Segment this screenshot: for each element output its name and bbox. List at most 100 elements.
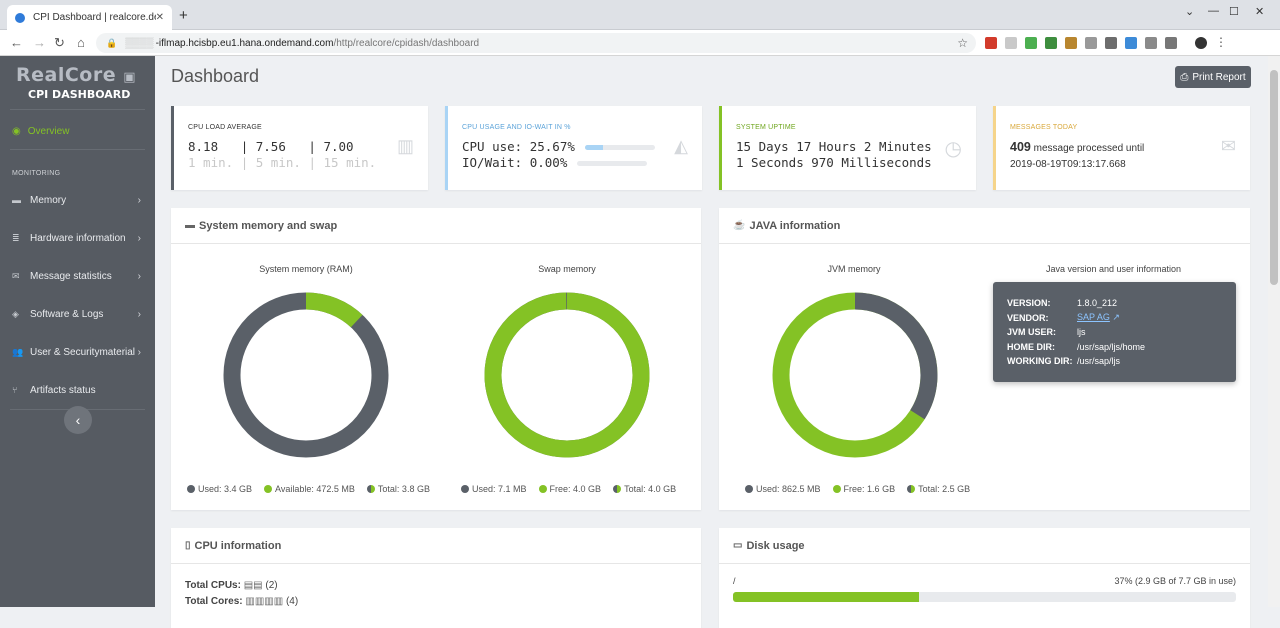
legend-label: Used: 7.1 MB xyxy=(472,484,527,494)
reload-icon[interactable]: ↻ xyxy=(54,35,65,50)
jvm-legend: Used: 862.5 MB Free: 1.6 GB Total: 2.5 G… xyxy=(745,484,970,494)
legend-item[interactable]: Total: 2.5 GB xyxy=(907,484,970,494)
scrollbar[interactable] xyxy=(1268,56,1280,607)
cpu-usage-card: CPU USAGE AND IO-WAIT IN % CPU use: 25.6… xyxy=(445,106,702,190)
legend-item[interactable]: Free: 4.0 GB xyxy=(538,484,602,494)
legend-item[interactable]: Used: 7.1 MB xyxy=(461,484,527,494)
cpu-use-row: CPU use: 25.67% xyxy=(462,139,688,155)
home-icon[interactable]: ⌂ xyxy=(77,35,85,50)
extension-icon[interactable] xyxy=(1065,37,1077,49)
minimize-icon[interactable]: — xyxy=(1208,5,1219,17)
users-icon: 👥 xyxy=(12,346,24,357)
extension-icon[interactable] xyxy=(1005,37,1017,49)
sidebar-item-software-logs[interactable]: ◈ Software & Logs › xyxy=(0,295,155,333)
sidebar-item-message-statistics[interactable]: ✉ Message statistics › xyxy=(0,257,155,295)
address-bar-row: ← → ↻ ⌂ 🔒 ▒▒▒▒ -iflmap.hcisbp.eu1.hana.o… xyxy=(0,30,1280,56)
logo-text: RealCore xyxy=(16,64,117,86)
swap-legend: Used: 7.1 MB Free: 4.0 GB Total: 4.0 GB xyxy=(461,484,676,494)
panel-header: ▯ CPU information xyxy=(171,528,701,564)
chevron-right-icon: › xyxy=(137,270,141,282)
legend-item[interactable]: Total: 4.0 GB xyxy=(613,484,676,494)
sidebar-section-label: MONITORING xyxy=(12,170,61,177)
legend-item[interactable]: Used: 862.5 MB xyxy=(745,484,821,494)
divider xyxy=(10,149,145,150)
card-title: CPU USAGE AND IO-WAIT IN % xyxy=(462,124,571,131)
legend-item[interactable]: Used: 3.4 GB xyxy=(187,484,252,494)
disk-panel: ▭ Disk usage / 37% (2.9 GB of 7.7 GB in … xyxy=(719,528,1250,628)
sidebar-item-label: Hardware information xyxy=(30,232,126,244)
vendor-link[interactable]: SAP AG ↗ xyxy=(1077,312,1120,323)
extension-icon[interactable] xyxy=(1165,37,1177,49)
menu-dots-icon[interactable]: ⋮ xyxy=(1215,35,1227,49)
io-wait-bar xyxy=(577,160,648,166)
field-value: ljs xyxy=(1077,327,1086,338)
legend-item[interactable]: Total: 3.8 GB xyxy=(366,484,430,494)
bookmark-star-icon[interactable]: ☆ xyxy=(957,36,968,50)
collapse-sidebar-button[interactable]: ‹ xyxy=(64,406,92,434)
cpu-chip-icon: ▤▤ xyxy=(243,580,263,591)
bar-chart-icon: ▥ xyxy=(396,136,414,156)
extension-icon[interactable] xyxy=(1125,37,1137,49)
message-text: message processed until xyxy=(1033,143,1145,154)
load-1min: 8.18 xyxy=(188,139,219,154)
total-cores-row: Total Cores: ▥▥▥▥ (4) xyxy=(185,594,298,610)
label-15min: | 15 min. xyxy=(308,155,377,170)
sidebar: RealCore ▣ CPI DASHBOARD ◉ Overview MONI… xyxy=(0,56,155,607)
cpu-icon: ▯ xyxy=(185,540,191,551)
divider xyxy=(10,109,145,110)
disk-mount: / xyxy=(733,576,736,586)
sidebar-item-overview[interactable]: ◉ Overview xyxy=(0,118,155,145)
label-5min: | 5 min. xyxy=(240,155,301,170)
close-tab-icon[interactable]: ✕ xyxy=(155,12,164,23)
close-window-icon[interactable]: ✕ xyxy=(1255,6,1265,18)
browser-tab[interactable]: CPI Dashboard | realcore.de ✕ xyxy=(7,5,172,30)
new-tab-button[interactable]: + xyxy=(179,7,188,24)
legend-item[interactable]: Available: 472.5 MB xyxy=(264,484,355,494)
profile-avatar[interactable] xyxy=(1195,37,1207,49)
panel-title: CPU information xyxy=(194,539,282,552)
chevron-right-icon: › xyxy=(137,194,141,206)
load-values: 8.18 | 7.56 | 7.00 xyxy=(188,139,414,155)
panel-title: System memory and swap xyxy=(199,219,338,232)
sidebar-item-memory[interactable]: ▬ Memory › xyxy=(0,181,155,219)
uptime-line2: 1 Seconds 970 Milliseconds xyxy=(736,155,932,170)
scrollbar-thumb[interactable] xyxy=(1270,70,1278,285)
vendor-link-text[interactable]: SAP AG xyxy=(1077,312,1110,323)
card-title: MESSAGES TODAY xyxy=(1010,124,1078,131)
print-report-button[interactable]: ⎙ Print Report xyxy=(1175,66,1251,88)
legend-label: Total: 3.8 GB xyxy=(377,484,430,494)
legend-swatch xyxy=(538,485,547,493)
vendor-row: VENDOR: SAP AG ↗ xyxy=(1007,311,1222,326)
extension-icon[interactable] xyxy=(1025,37,1037,49)
extension-icon[interactable] xyxy=(1105,37,1117,49)
legend-swatch xyxy=(907,485,916,493)
forward-icon[interactable]: → xyxy=(33,35,46,50)
back-icon[interactable]: ← xyxy=(10,35,23,50)
sidebar-item-artifacts-status[interactable]: ⑂ Artifacts status xyxy=(0,371,155,409)
extension-icon[interactable] xyxy=(985,37,997,49)
url-input[interactable]: 🔒 ▒▒▒▒ -iflmap.hcisbp.eu1.hana.ondemand.… xyxy=(96,33,976,53)
maximize-icon[interactable]: ☐ xyxy=(1229,6,1239,18)
chevron-right-icon: › xyxy=(137,232,141,244)
load-labels: 1 min. | 5 min. | 15 min. xyxy=(188,155,414,171)
legend-label: Used: 862.5 MB xyxy=(756,484,821,494)
swap-donut-chart xyxy=(484,292,650,458)
legend-swatch xyxy=(461,485,469,493)
chevron-down-icon[interactable]: ⌄ xyxy=(1185,6,1195,18)
io-wait-row: IO/Wait: 0.00% xyxy=(462,155,688,171)
area-chart-icon: ◭ xyxy=(674,136,688,156)
sidebar-item-user-security[interactable]: 👥 User & Securitymaterial › xyxy=(0,333,155,371)
legend-label: Free: 4.0 GB xyxy=(549,484,602,494)
load-5min: | 7.56 xyxy=(240,139,286,154)
legend-item[interactable]: Free: 1.6 GB xyxy=(832,484,895,494)
workdir-row: WORKING DIR: /usr/sap/ljs xyxy=(1007,354,1222,369)
extension-icon[interactable] xyxy=(1085,37,1097,49)
java-info-title: Java version and user information xyxy=(1045,264,1182,274)
extension-icon[interactable] xyxy=(1045,37,1057,49)
sidebar-item-hardware[interactable]: ≣ Hardware information › xyxy=(0,219,155,257)
ram-donut-chart xyxy=(223,292,389,458)
logo[interactable]: RealCore ▣ CPI DASHBOARD xyxy=(0,56,155,101)
cpu-use-bar-fill xyxy=(584,144,603,150)
memory-icon: ▬ xyxy=(12,195,21,205)
extension-icon[interactable] xyxy=(1145,37,1157,49)
